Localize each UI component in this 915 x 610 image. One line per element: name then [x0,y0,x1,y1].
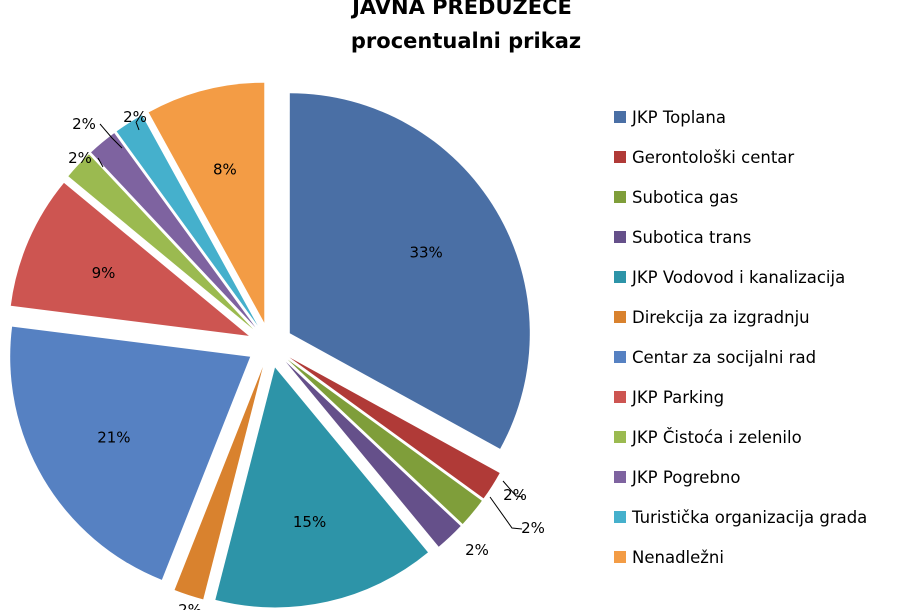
slice-centar-za-socijalni-rad [10,326,251,580]
slice-jkp-cistoca-i-zelenilo [68,154,254,330]
chart-subtitle: procentualni prikaz [351,29,581,53]
slice-jkp-toplana [289,93,530,449]
slice-label-direkcija-za-izgradnju: 2% [178,601,202,610]
legend-swatch-subotica-trans [614,231,626,243]
slice-nenadlezni [148,82,265,323]
leader-line-turisticka-organizacija-grada [135,121,140,131]
legend-swatch-subotica-gas [614,191,626,203]
legend-swatch-gerontoloski-centar [614,151,626,163]
slice-label-jkp-vodovod-i-kanalizacija: 15% [293,513,326,531]
legend-label-nenadlezni: Nenadležni [632,548,724,567]
legend-label-centar-za-socijalni-rad: Centar za socijalni rad [632,348,816,367]
legend-label-subotica-trans: Subotica trans [632,228,751,247]
legend-swatch-jkp-pogrebno [614,471,626,483]
legend-swatch-turisticka-organizacija-grada [614,511,626,523]
slice-turisticka-organizacija-grada [116,115,258,326]
slice-jkp-parking [10,182,249,336]
legend-swatch-jkp-vodovod-i-kanalizacija [614,271,626,283]
slice-jkp-vodovod-i-kanalizacija [215,367,428,608]
chart-title: JAVNA PREDUZEĆE [350,0,572,19]
leader-line-jkp-pogrebno [99,123,123,149]
slice-label-nenadlezni: 8% [213,160,237,178]
slice-jkp-pogrebno [91,133,256,328]
slice-direkcija-za-izgradnju [174,366,263,600]
slice-label-jkp-parking: 9% [92,264,116,282]
slice-gerontoloski-centar [289,357,500,499]
slice-subotica-trans [285,361,461,547]
legend-label-turisticka-organizacija-grada: Turistička organizacija grada [631,508,867,527]
leader-line-gerontoloski-centar [502,480,524,498]
legend-swatch-nenadlezni [614,551,626,563]
slice-label-centar-za-socijalni-rad: 21% [97,428,130,446]
slice-label-turisticka-organizacija-grada: 2% [123,108,147,126]
legend-label-jkp-parking: JKP Parking [631,388,724,407]
slice-label-jkp-cistoca-i-zelenilo: 2% [68,149,92,167]
legend-label-jkp-vodovod-i-kanalizacija: JKP Vodovod i kanalizacija [631,268,845,287]
slice-label-jkp-toplana: 33% [409,244,442,262]
legend-label-jkp-pogrebno: JKP Pogrebno [631,468,740,487]
legend: JKP Toplana Gerontološki centar Subotica g… [614,108,867,567]
pie-slices [10,82,530,608]
legend-swatch-direkcija-za-izgradnju [614,311,626,323]
slice-label-subotica-trans: 2% [465,541,489,559]
slice-label-subotica-gas: 2% [521,519,545,537]
legend-label-jkp-cistoca-i-zelenilo: JKP Čistoća i zelenilo [631,428,802,447]
slice-subotica-gas [287,359,482,524]
slice-label-gerontoloski-centar: 2% [503,486,527,504]
legend-label-subotica-gas: Subotica gas [632,188,738,207]
legend-label-gerontoloski-centar: Gerontološki centar [632,148,794,167]
legend-swatch-jkp-cistoca-i-zelenilo [614,431,626,443]
legend-label-jkp-toplana: JKP Toplana [631,108,726,127]
slice-labels: 33% 2% 2% 2% 15% 2% 21% 9% 2% 2% 2% 8% [68,108,545,610]
legend-label-direkcija-za-izgradnju: Direkcija za izgradnju [632,308,810,327]
slice-label-jkp-pogrebno: 2% [72,115,96,133]
legend-swatch-jkp-parking [614,391,626,403]
leader-line-jkp-cistoca-i-zelenilo [97,157,104,168]
legend-swatch-jkp-toplana [614,111,626,123]
leader-lines [97,121,524,530]
leader-line-subotica-gas [489,496,523,530]
legend-swatch-centar-za-socijalni-rad [614,351,626,363]
